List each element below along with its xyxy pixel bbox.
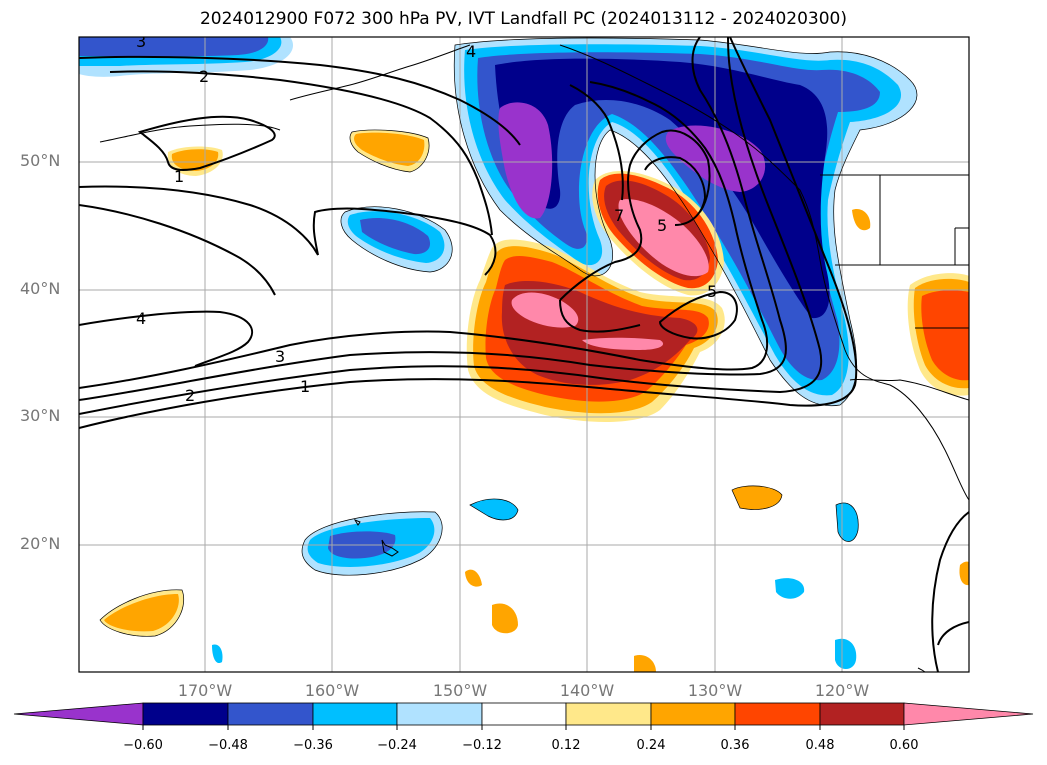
- lon-label: 130°W: [687, 681, 743, 700]
- lat-label: 50°N: [20, 151, 61, 170]
- colorbar-tick-label: 0.12: [551, 738, 581, 753]
- lon-label: 160°W: [304, 681, 360, 700]
- colorbar: [13, 702, 1034, 726]
- colorbar-ticks: [142, 725, 905, 730]
- colorbar-tick-label: 0.36: [720, 738, 750, 753]
- colorbar-tick-label: −0.48: [208, 738, 248, 753]
- contour-label: 5: [657, 216, 667, 235]
- contour-label: 4: [136, 309, 146, 328]
- coastlines: [99, 44, 969, 672]
- colorbar-tick-label: −0.24: [377, 738, 417, 753]
- colorbar-upper-extend: [903, 702, 1034, 726]
- contour-label: 2: [185, 386, 195, 405]
- colorbar-tick-label: 0.24: [636, 738, 666, 753]
- colorbar-tick-label: 0.60: [889, 738, 919, 753]
- map-frame: [78, 36, 970, 673]
- lon-label: 170°W: [177, 681, 233, 700]
- colorbar-lower-extend: [13, 702, 144, 726]
- contour-label: 1: [174, 167, 184, 186]
- colorbar-tick-label: −0.60: [123, 738, 163, 753]
- contour-label: 5: [707, 282, 717, 301]
- lon-label: 140°W: [559, 681, 615, 700]
- contour-label: 7: [614, 206, 624, 225]
- contour-label-group: 3 2 1 4 3 2 1 4 7 5 5: [136, 32, 717, 405]
- contour-label: 4: [466, 42, 476, 61]
- figure-title: 2024012900 F072 300 hPa PV, IVT Landfall…: [199, 9, 847, 29]
- gridlines: [79, 37, 969, 672]
- lat-label: 40°N: [20, 279, 61, 298]
- colorbar-tick-label: −0.12: [462, 738, 502, 753]
- lat-label: 30°N: [20, 406, 61, 425]
- contour-label: 2: [199, 67, 209, 86]
- contour-label: 1: [300, 377, 310, 396]
- contour-label: 3: [275, 347, 285, 366]
- lon-label: 150°W: [432, 681, 488, 700]
- lat-label: 20°N: [20, 534, 61, 553]
- contour-label: 3: [136, 32, 146, 51]
- map-plot-area: 3 2 1 4 3 2 1 4 7 5 5: [79, 32, 969, 672]
- colorbar-tick-label: 0.48: [805, 738, 835, 753]
- lon-label: 120°W: [814, 681, 870, 700]
- pv-contours: [79, 37, 969, 672]
- colorbar-tick-label: −0.36: [293, 738, 333, 753]
